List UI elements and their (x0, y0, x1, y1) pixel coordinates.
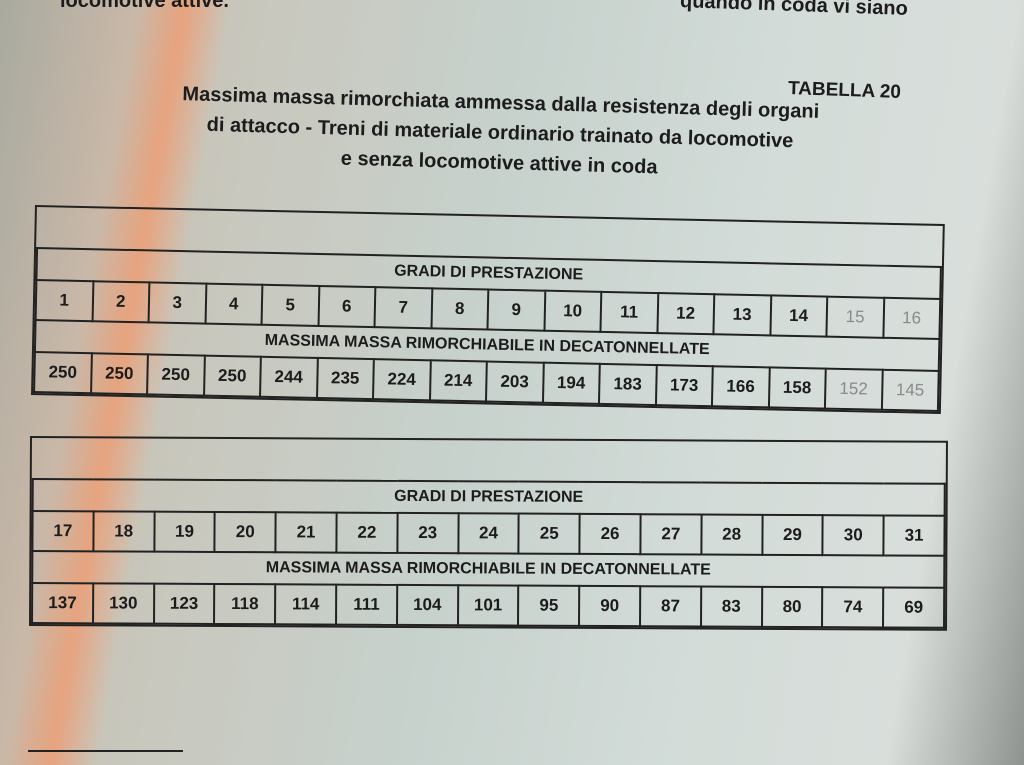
mass-row: 137 130 123 118 114 111 104 101 95 90 87 83 80 74 69 (32, 583, 945, 628)
grade-cell: 28 (701, 514, 763, 555)
grade-cell: 9 (487, 289, 545, 331)
grade-cell: 18 (93, 511, 155, 552)
grade-cell: 14 (769, 295, 828, 337)
footnote-divider (28, 750, 183, 752)
mass-cell: 250 (147, 354, 205, 396)
grade-cell: 16 (882, 297, 941, 339)
mass-cell: 145 (881, 369, 939, 411)
mass-cell: 250 (203, 355, 261, 397)
mass-cell: 152 (824, 368, 883, 410)
grade-cell: 22 (336, 512, 398, 553)
grade-cell: 11 (600, 291, 658, 334)
grade-cell: 23 (397, 512, 459, 554)
mass-cell: 203 (485, 361, 544, 403)
mass-cell: 194 (542, 362, 600, 404)
grade-cell: 26 (579, 513, 641, 555)
mass-header: MASSIMA MASSA RIMORCHIABILE IN DECATONNE… (32, 551, 945, 588)
mass-cell: 69 (883, 587, 945, 628)
grade-cell: 17 (32, 511, 94, 552)
grade-cell: 12 (656, 293, 715, 335)
mass-cell: 137 (32, 583, 94, 624)
mass-cell: 95 (518, 585, 580, 626)
mass-cell: 183 (598, 363, 657, 406)
mass-cell: 166 (711, 366, 770, 408)
grade-cell: 30 (822, 515, 884, 556)
grade-cell: 10 (543, 290, 602, 332)
grade-cell: 24 (457, 513, 519, 554)
grade-cell: 21 (275, 512, 337, 553)
mass-cell: 158 (768, 367, 826, 409)
mass-cell: 173 (655, 365, 713, 407)
previous-text-fragment-right: quando in coda vi siano (679, 0, 909, 20)
mass-cell: 80 (761, 586, 823, 628)
grade-row: 17 18 19 20 21 22 23 24 25 26 27 28 29 30 31 (32, 511, 945, 556)
grade-cell: 3 (148, 282, 206, 324)
mass-cell: 235 (316, 357, 374, 400)
mass-cell: 87 (639, 586, 701, 627)
grade-cell: 19 (153, 511, 215, 552)
grade-cell: 2 (92, 281, 150, 323)
performance-table-1: GRADI DI PRESTAZIONE 1 2 3 4 5 6 7 8 9 10 11 12 13 14 1… (31, 205, 945, 415)
mass-cell: 224 (373, 359, 431, 401)
grade-cell: 20 (214, 511, 276, 553)
mass-cell: 250 (34, 352, 92, 394)
mass-cell: 250 (90, 353, 148, 395)
mass-cell: 104 (396, 584, 458, 626)
grade-cell: 5 (261, 284, 319, 326)
previous-text-fragment: locomotive attive. (60, 0, 229, 12)
mass-cell: 118 (214, 583, 276, 625)
grade-cell: 7 (374, 287, 432, 329)
grade-cell: 13 (713, 294, 771, 336)
mass-cell: 83 (700, 586, 762, 627)
performance-table-2: GRADI DI PRESTAZIONE 17 18 19 20 21 22 23 24 25 26… (29, 436, 948, 631)
grades-header: GRADI DI PRESTAZIONE (32, 479, 945, 516)
grade-cell: 29 (761, 514, 823, 556)
mass-cell: 111 (336, 584, 398, 625)
grade-cell: 31 (883, 515, 945, 556)
grade-cell: 6 (318, 285, 376, 328)
mass-cell: 74 (822, 587, 884, 628)
mass-cell: 90 (579, 585, 641, 627)
grade-cell: 8 (431, 288, 489, 330)
mass-cell: 123 (153, 583, 215, 624)
grade-cell: 27 (640, 514, 702, 555)
grade-cell: 1 (35, 280, 93, 322)
mass-cell: 130 (92, 583, 154, 624)
grade-cell: 25 (518, 513, 580, 554)
grade-cell: 4 (205, 283, 263, 325)
mass-cell: 114 (275, 584, 337, 625)
mass-cell: 214 (429, 360, 487, 402)
grade-cell: 15 (826, 296, 884, 338)
mass-cell: 101 (457, 585, 519, 626)
mass-cell: 244 (260, 356, 318, 398)
